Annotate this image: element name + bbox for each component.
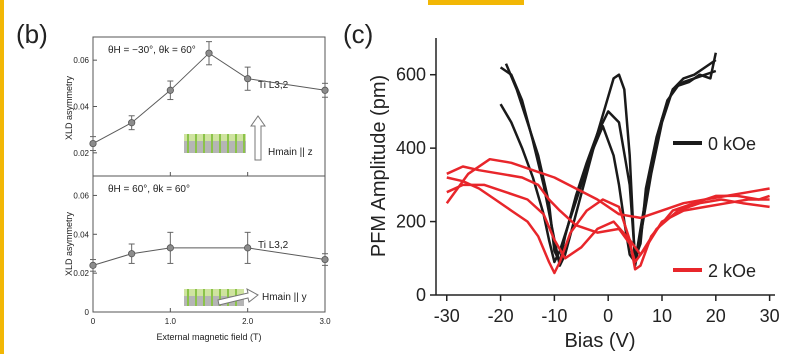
panel-b-top-point: [89, 139, 97, 148]
frame-accent-left: [0, 0, 4, 354]
panel-b-top-inset-icon: [184, 115, 266, 161]
panel-b-bottom-frame: [92, 175, 326, 313]
panel-c-xtick-label: 10: [652, 306, 672, 326]
panel-c-xtick-label: -20: [488, 306, 514, 326]
panel-b-bottom-ytick-label: 0.02: [73, 269, 89, 278]
panel-b-bottom-ytick-label: 0: [85, 308, 90, 317]
panel-b-xtick-label: 2.0: [242, 317, 254, 326]
panel-c-series-line-2koe-5: [446, 183, 770, 260]
panel-c-xtick-label: -30: [434, 306, 460, 326]
panel-b-top-point: [321, 86, 329, 94]
panel-b-top-series-label: Ti L3,2: [258, 80, 289, 91]
panel-b-bottom-point: [166, 244, 174, 252]
panel-b-top-ytick-label: 0.02: [73, 149, 89, 158]
panel-b-top-ylabel: XLD asymmetry: [64, 75, 74, 140]
panel-b-top-ytick-label: 0.06: [73, 56, 89, 65]
panel-b-bottom-line: [92, 247, 326, 266]
panel-b-bottom-series-label: Ti L3,2: [258, 240, 289, 251]
panel-c-xtick-label: 20: [706, 306, 726, 326]
panel-b-top-point: [205, 49, 213, 57]
panel-b-bottom-point: [128, 250, 136, 258]
panel-b-top-line: [92, 52, 326, 145]
panel-b-bottom-ylabel: XLD asymmetry: [64, 211, 74, 276]
panel-c-label: (c): [343, 19, 373, 49]
panel-b-top-field-label: Hmain || z: [268, 147, 313, 158]
panel-b-bottom-point: [244, 244, 252, 252]
panel-b-bottom-point: [321, 255, 329, 264]
panel-b-bottom-inset-icon: [184, 288, 259, 306]
panel-b-top-point: [128, 119, 136, 127]
panel-b-bottom-point: [89, 261, 97, 269]
panel-b-xlabel: External magnetic field (T): [156, 332, 261, 342]
panel-b-top-annotation: θH = −30°, θk = 60°: [108, 45, 196, 56]
panel-b-top-ytick-label: 0.04: [73, 103, 89, 112]
frame-accent-top: [428, 0, 524, 5]
panel-b-bottom-annotation: θH = 60°, θk = 60°: [108, 184, 190, 195]
panel-b-bottom-ytick-label: 0.04: [73, 230, 89, 239]
panel-c-xtick-label: 0: [603, 306, 613, 326]
panel-c-ytick-label: 0: [416, 285, 426, 305]
legend-label-0koe: 0 kOe: [708, 134, 756, 154]
panel-b-bottom-field-label: Hmain || y: [262, 292, 307, 303]
panel-c-ytick-label: 600: [396, 65, 426, 85]
panel-c-series-line-2koe-6: [445, 157, 770, 220]
panel-c-series-line-0koe-1: [499, 58, 717, 267]
panel-c-xlabel: Bias (V): [564, 330, 635, 352]
panel-b-top-point: [166, 86, 174, 94]
panel-b-xtick-label: 0: [91, 317, 96, 326]
panel-c-ytick-label: 400: [396, 138, 426, 158]
panel-c-ytick-label: 200: [396, 212, 426, 232]
panel-b-xtick-label: 3.0: [319, 317, 331, 326]
panel-c-xtick-label: 30: [760, 306, 780, 326]
panel-b-xtick-label: 1.0: [165, 317, 177, 326]
panel-b-top-point: [244, 75, 252, 83]
panel-c-series-line-2koe-4: [446, 165, 770, 264]
chart-marks: 0.02 0.04 0.06 0 0.02 0.04 0.06 0 1.0 2.0 3.0 -30 -2…: [73, 41, 780, 326]
panel-c-xtick-label: -10: [541, 306, 567, 326]
panel-b-bottom-ytick-label: 0.06: [73, 191, 89, 200]
legend-label-2koe: 2 kOe: [708, 261, 756, 281]
panel-b-label: (b): [16, 19, 48, 49]
panel-c-ylabel: PFM Amplitude (pm): [368, 75, 390, 257]
